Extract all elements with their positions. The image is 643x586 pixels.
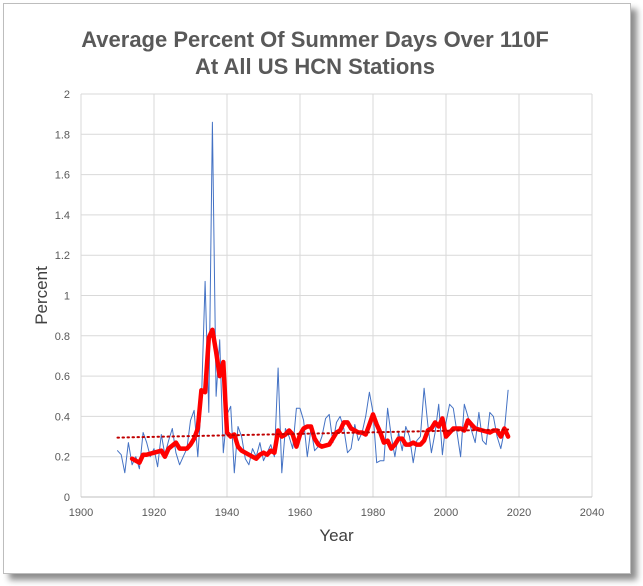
x-tick-label: 1940 [215,507,239,519]
y-tick-label: 1.4 [55,210,70,222]
y-tick-label: 1 [64,291,70,303]
x-axis-title: Year [319,526,354,545]
y-axis-title: Percent [32,266,51,325]
y-tick-label: 1.6 [55,170,70,182]
x-tick-label: 1980 [361,507,385,519]
y-tick-label: 2 [64,89,70,101]
chart-frame: Average Percent Of Summer Days Over 110F… [3,3,631,574]
chart-title: Average Percent Of Summer Days Over 110F [81,27,549,52]
y-tick-label: 1.2 [55,250,70,262]
chart-subtitle: At All US HCN Stations [195,54,435,79]
x-tick-label: 2040 [580,507,604,519]
chart-title-block: Average Percent Of Summer Days Over 110F… [4,26,626,80]
y-tick-label: 0.2 [55,452,70,464]
y-tick-label: 1.8 [55,129,70,141]
y-tick-label: 0.6 [55,371,70,383]
x-tick-label: 2000 [434,507,458,519]
x-tick-label: 1900 [69,507,93,519]
trend-line [116,428,510,439]
x-tick-label: 1920 [142,507,166,519]
x-tick-label: 1960 [288,507,312,519]
running-average-line [129,327,511,465]
y-tick-label: 0.8 [55,331,70,343]
y-tick-label: 0 [64,492,70,504]
y-tick-label: 0.4 [55,411,70,423]
x-tick-label: 2020 [507,507,531,519]
